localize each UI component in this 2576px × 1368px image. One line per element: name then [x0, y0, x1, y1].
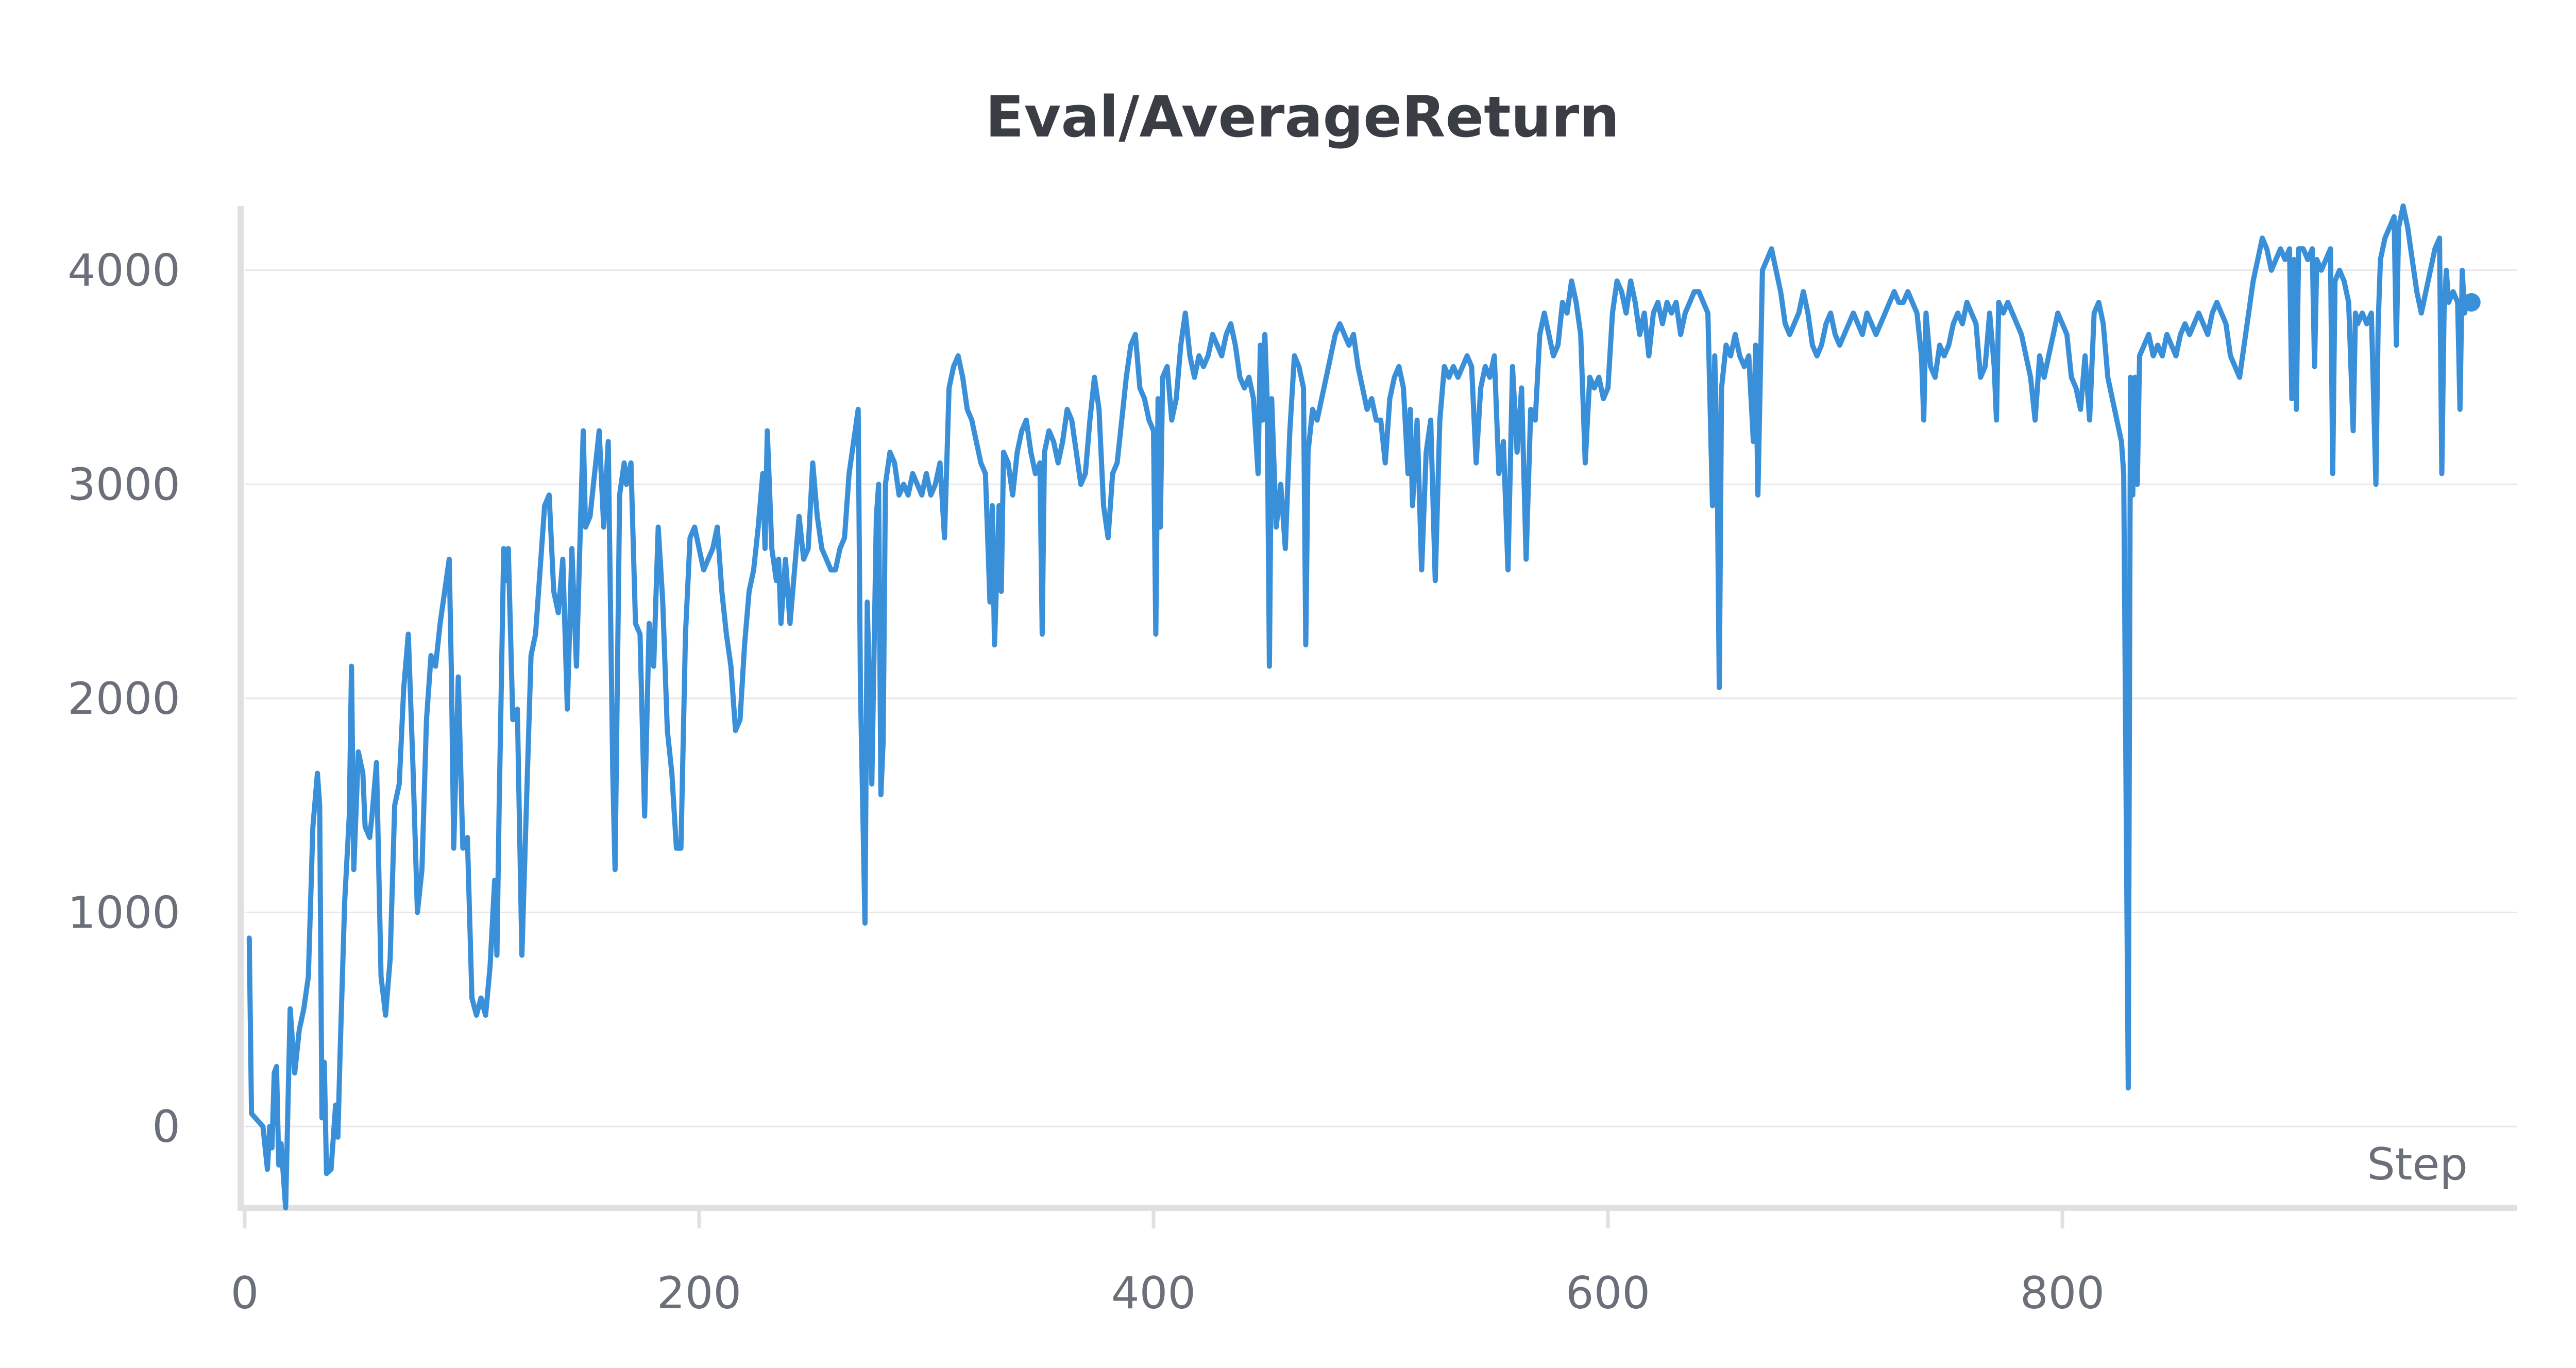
y-tick-label: 2000: [67, 673, 180, 725]
tick-labels: 0 1000 2000 3000 4000 0 200 400 600 800: [67, 245, 2105, 1319]
chart-title: Eval/AverageReturn: [985, 84, 1619, 150]
y-tick-label: 0: [152, 1101, 180, 1153]
y-tick-label: 4000: [67, 245, 180, 297]
x-tick-label: 0: [231, 1268, 259, 1319]
x-tick-label: 200: [657, 1268, 741, 1319]
x-tick-label: 400: [1111, 1268, 1196, 1319]
x-tick-label: 800: [2020, 1268, 2105, 1319]
series-end-point: [2462, 293, 2481, 312]
series-line: [246, 203, 2474, 1210]
grid-lines: [245, 269, 2517, 1127]
y-tick-label: 3000: [67, 459, 180, 510]
x-tick-label: 600: [1566, 1268, 1650, 1319]
x-axis-label: Step: [2367, 1139, 2468, 1190]
y-tick-label: 1000: [67, 887, 180, 938]
axes: [238, 206, 2517, 1228]
series-layer: [246, 203, 2481, 1210]
